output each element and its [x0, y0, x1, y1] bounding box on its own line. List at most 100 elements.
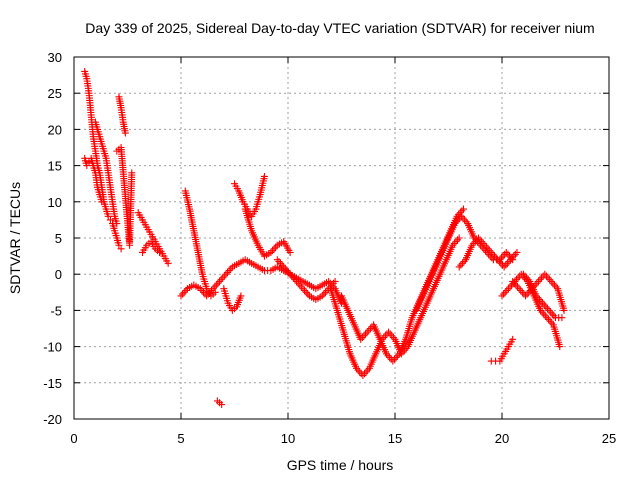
data-point: [522, 292, 530, 300]
data-point: [558, 314, 566, 322]
data-point: [536, 276, 544, 284]
data-point: [214, 279, 222, 287]
data-point: [385, 328, 393, 336]
data-point: [539, 299, 547, 307]
y-tick-label: 30: [48, 50, 62, 65]
x-tick-label: 5: [177, 431, 184, 446]
data-point: [272, 243, 280, 251]
data-point: [113, 220, 121, 228]
data-point: [277, 259, 285, 267]
data-point: [546, 317, 554, 325]
data-point: [121, 129, 129, 137]
data-point: [503, 259, 511, 267]
y-tick-label: 15: [48, 159, 62, 174]
data-point: [509, 335, 517, 343]
x-tick-label: 20: [495, 431, 509, 446]
data-point: [216, 277, 224, 285]
data-point: [540, 310, 548, 318]
data-point: [455, 263, 463, 271]
data-point: [227, 265, 235, 273]
data-point: [237, 292, 245, 300]
y-tick-label: -10: [43, 340, 62, 355]
data-point: [360, 332, 368, 340]
data-point: [386, 330, 394, 338]
data-point: [546, 276, 554, 284]
data-point: [361, 370, 369, 378]
data-point: [220, 272, 228, 280]
data-point: [534, 277, 542, 285]
data-point: [198, 286, 206, 294]
data-point: [457, 261, 465, 269]
data-point: [164, 259, 172, 267]
y-tick-label: -20: [43, 412, 62, 427]
data-point: [513, 248, 521, 256]
data-point: [218, 401, 226, 409]
data-point: [515, 285, 523, 293]
data-point: [458, 259, 466, 267]
data-point: [211, 288, 219, 296]
data-point: [504, 285, 512, 293]
data-point: [225, 267, 233, 275]
data-point: [502, 261, 510, 269]
data-point: [302, 288, 310, 296]
data-point: [301, 286, 309, 294]
data-point: [500, 263, 508, 271]
data-point: [356, 368, 364, 376]
data-point: [180, 288, 188, 296]
data-point: [538, 274, 546, 282]
data-point: [543, 305, 551, 313]
y-axis-label: SDTVAR / TECUs: [7, 182, 23, 294]
data-point: [219, 274, 227, 282]
data-point: [459, 205, 467, 213]
data-point: [365, 326, 373, 334]
data-point: [497, 259, 505, 267]
data-point: [560, 306, 568, 314]
y-tick-label: 10: [48, 195, 62, 210]
data-point: [501, 288, 509, 296]
data-point: [381, 332, 389, 340]
data-point: [541, 312, 549, 320]
data-point: [542, 272, 550, 280]
data-point: [544, 274, 552, 282]
data-point: [331, 277, 339, 285]
data-point: [556, 343, 564, 351]
data-point: [514, 274, 522, 282]
data-point: [461, 216, 469, 224]
x-tick-label: 10: [281, 431, 295, 446]
data-point: [359, 372, 367, 380]
data-point: [222, 270, 230, 278]
chart-title: Day 339 of 2025, Sidereal Day-to-day VTE…: [85, 20, 594, 36]
data-point: [541, 270, 549, 278]
data-point: [128, 169, 136, 177]
data-point: [98, 198, 106, 206]
data-point: [498, 292, 506, 300]
data-point: [179, 290, 187, 298]
data-point: [540, 301, 548, 309]
data-point: [386, 353, 394, 361]
data-point: [362, 368, 370, 376]
y-tick-label: -15: [43, 376, 62, 391]
data-point: [545, 306, 553, 314]
data-point: [550, 312, 558, 320]
data-point: [500, 290, 508, 298]
data-point: [392, 353, 400, 361]
x-tick-label: 15: [388, 431, 402, 446]
data-point: [199, 288, 207, 296]
data-point: [547, 277, 555, 285]
data-point: [260, 172, 268, 180]
data-point: [212, 281, 220, 289]
data-point: [499, 252, 507, 260]
data-point: [299, 285, 307, 293]
data-point: [104, 212, 112, 220]
data-point: [270, 245, 278, 253]
y-tick-label: 25: [48, 86, 62, 101]
data-point: [224, 268, 232, 276]
data-point: [545, 315, 553, 323]
data-point: [549, 279, 557, 287]
data-point: [177, 292, 185, 300]
data-point: [362, 330, 370, 338]
data-point: [115, 241, 123, 249]
data-point: [363, 328, 371, 336]
plot-frame: [73, 56, 610, 420]
data-point: [304, 290, 312, 298]
